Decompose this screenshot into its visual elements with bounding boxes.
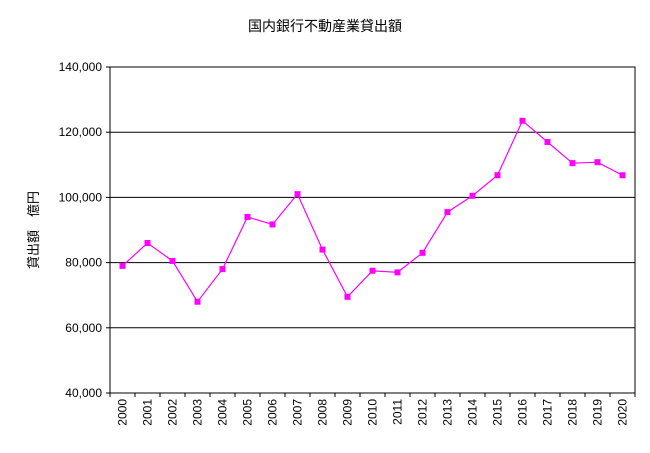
x-tick-label: 2018 xyxy=(566,399,580,426)
x-tick-label: 2014 xyxy=(466,399,480,426)
x-tick-label: 2008 xyxy=(316,399,330,426)
series-line xyxy=(122,119,623,303)
y-tick-label: 80,000 xyxy=(65,256,102,270)
x-tick-label: 2001 xyxy=(141,399,155,426)
x-tick-label: 2017 xyxy=(541,399,555,426)
data-point-marker xyxy=(144,240,151,247)
data-point-marker xyxy=(269,221,276,228)
x-axis-ticks: 2000 2001 2002 2003 2004 2005 2006 2007 2008 2009… xyxy=(109,393,636,426)
x-tick-label: 2006 xyxy=(266,399,280,426)
x-tick-label: 2015 xyxy=(491,399,505,426)
data-point-marker xyxy=(619,172,626,179)
data-point-marker xyxy=(594,159,601,166)
data-point-marker xyxy=(219,266,226,273)
x-tick-label: 2020 xyxy=(616,399,630,426)
x-tick-label: 2010 xyxy=(366,399,380,426)
grid-lines xyxy=(110,131,635,329)
y-tick-label: 40,000 xyxy=(65,386,102,400)
plot-area-frame xyxy=(109,66,636,394)
x-tick-label: 2012 xyxy=(416,399,430,426)
data-point-marker xyxy=(494,172,501,179)
data-point-marker xyxy=(569,160,576,167)
data-point-marker xyxy=(419,249,426,256)
data-point-marker xyxy=(169,257,176,264)
data-point-marker xyxy=(319,246,326,253)
x-tick-label: 2005 xyxy=(241,399,255,426)
y-tick-label: 60,000 xyxy=(65,321,102,335)
x-tick-label: 2003 xyxy=(191,399,205,426)
x-tick-label: 2004 xyxy=(216,399,230,426)
x-tick-label: 2000 xyxy=(116,399,130,426)
data-point-marker xyxy=(344,293,351,300)
y-tick-label: 140,000 xyxy=(59,60,103,74)
x-tick-label: 2016 xyxy=(516,399,530,426)
x-tick-label: 2007 xyxy=(291,399,305,426)
data-point-marker xyxy=(519,117,526,124)
y-tick-label: 100,000 xyxy=(59,190,103,204)
x-tick-label: 2013 xyxy=(441,399,455,426)
data-point-marker xyxy=(244,213,251,220)
x-tick-label: 2009 xyxy=(341,399,355,426)
y-tick-label: 120,000 xyxy=(59,125,103,139)
y-axis-label: 貸出額 億円 xyxy=(26,191,42,269)
x-tick-label: 2011 xyxy=(391,399,405,425)
series-lines xyxy=(119,117,626,305)
data-point-marker xyxy=(369,267,376,274)
data-point-marker xyxy=(469,192,476,199)
data-point-marker xyxy=(444,209,451,216)
data-point-marker xyxy=(544,138,551,145)
data-point-marker xyxy=(194,298,201,305)
x-tick-label: 2019 xyxy=(591,399,605,426)
x-tick-label: 2002 xyxy=(166,399,180,426)
data-point-marker xyxy=(119,262,126,269)
chart-title: 国内銀行不動産業貸出額 xyxy=(248,19,402,35)
data-point-marker xyxy=(394,269,401,276)
data-point-marker xyxy=(294,191,301,198)
y-axis-ticks: 40,000 60,000 80,000 100,000 120,000 140,000 xyxy=(59,60,110,400)
